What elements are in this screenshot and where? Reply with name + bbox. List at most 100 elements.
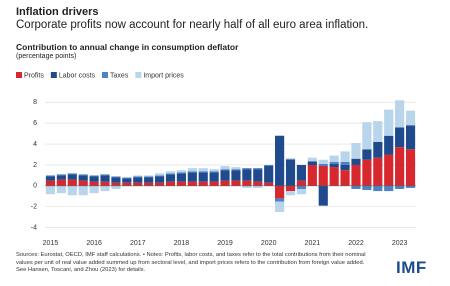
bar-segment [296, 189, 307, 195]
chart-subtitle: (percentage points) [16, 53, 77, 60]
bar-segment [264, 164, 274, 167]
bar-segment [340, 151, 350, 162]
bar-segment [395, 185, 405, 189]
bar-segment [187, 172, 197, 182]
bar-segment [329, 161, 339, 164]
x-tick-label: 2015 [43, 240, 59, 247]
bar-segment [165, 173, 176, 175]
bar-segment [144, 175, 154, 177]
bar-segment [253, 185, 263, 188]
bar-segment [220, 170, 230, 181]
bar-segment [220, 180, 230, 186]
bar-segment [405, 149, 416, 186]
x-tick-label: 2018 [174, 240, 190, 247]
bar-segment [242, 168, 252, 170]
legend-label: Profits [24, 72, 44, 79]
bar-segment [384, 185, 394, 192]
bar-segment [198, 171, 208, 173]
bar-segment [275, 201, 285, 212]
x-tick-label: 2023 [392, 240, 408, 247]
bar-segment [122, 182, 132, 186]
bar-segment [154, 175, 165, 177]
bar-segment [285, 185, 296, 192]
bar-segment [89, 185, 99, 194]
bar-segment [176, 173, 186, 182]
bar-segment [133, 182, 143, 186]
legend-label: Taxes [110, 72, 129, 79]
bar-segment [395, 100, 405, 128]
bar-segment [329, 163, 339, 168]
bar-segment [275, 185, 285, 199]
bar-segment [144, 182, 154, 186]
bar-segment [296, 180, 307, 186]
bar-segment [285, 159, 296, 186]
bar-segment [89, 176, 99, 182]
bar-segment [187, 171, 197, 173]
legend-swatch [102, 72, 109, 78]
bar-segment [198, 181, 208, 186]
bar-segment [373, 157, 383, 186]
x-tick-label: 2016 [86, 240, 102, 247]
bar-segment [100, 175, 110, 182]
bar-segment [231, 170, 241, 181]
x-tick-label: 2017 [130, 240, 146, 247]
bar-segment [78, 180, 88, 186]
bar-segment [373, 185, 383, 192]
bar-segment [362, 159, 372, 186]
y-tick-label: -2 [31, 204, 37, 211]
bar-segment [318, 166, 328, 186]
bar-segment [100, 174, 110, 176]
bar-segment [67, 185, 77, 196]
chart: Profits Labor costs Taxes Import prices -4 -2… [16, 72, 416, 247]
legend-swatch [135, 72, 142, 78]
y-tick-label: 6 [33, 120, 37, 127]
x-tick-label: 2019 [217, 240, 233, 247]
bar-segment [307, 164, 317, 186]
bar-segment [264, 166, 274, 183]
bar-segment [285, 191, 296, 196]
bar-segment [329, 167, 339, 186]
bar-segment [111, 176, 121, 178]
bar-segment [209, 171, 219, 173]
bar-segment [231, 180, 241, 186]
bar-segment [231, 169, 241, 171]
bar-segment [405, 110, 416, 126]
bar-segment [384, 109, 394, 136]
bar-segment [253, 168, 263, 170]
y-tick-label: -4 [31, 224, 37, 231]
bar-segment [275, 198, 285, 202]
bar-segment [220, 166, 230, 170]
bar-segment [373, 142, 383, 158]
bar-segment [89, 181, 99, 186]
bar-segment [165, 171, 176, 174]
bar-segment [362, 122, 372, 150]
bar-segment [242, 185, 252, 188]
bar-segment [384, 135, 394, 155]
y-tick-label: 4 [33, 141, 37, 148]
x-tick-label: 2020 [261, 240, 277, 247]
bar-segment [56, 185, 66, 194]
bar-segment [198, 172, 208, 182]
bar-segment [351, 158, 361, 165]
bar-segment [100, 181, 110, 186]
bar-segment [362, 149, 372, 160]
bar-segment [318, 185, 328, 206]
bar-segment [45, 180, 56, 186]
bar-segment [209, 169, 219, 172]
bar-segment [395, 127, 405, 148]
bar-segment [89, 175, 99, 177]
bar-segment [165, 181, 176, 186]
bar-segment [405, 125, 416, 150]
bar-segment [405, 185, 416, 188]
bar-segment [384, 154, 394, 186]
bar-segment [395, 147, 405, 186]
bar-segment [307, 161, 317, 165]
bar-segment [351, 164, 361, 186]
bar-segment [176, 172, 186, 174]
bar-segment [231, 167, 241, 170]
bar-segment [111, 182, 121, 186]
bar-segment [220, 169, 230, 171]
bar-segment [133, 175, 143, 177]
bar-segment [176, 181, 186, 186]
bar-segment [78, 185, 88, 196]
